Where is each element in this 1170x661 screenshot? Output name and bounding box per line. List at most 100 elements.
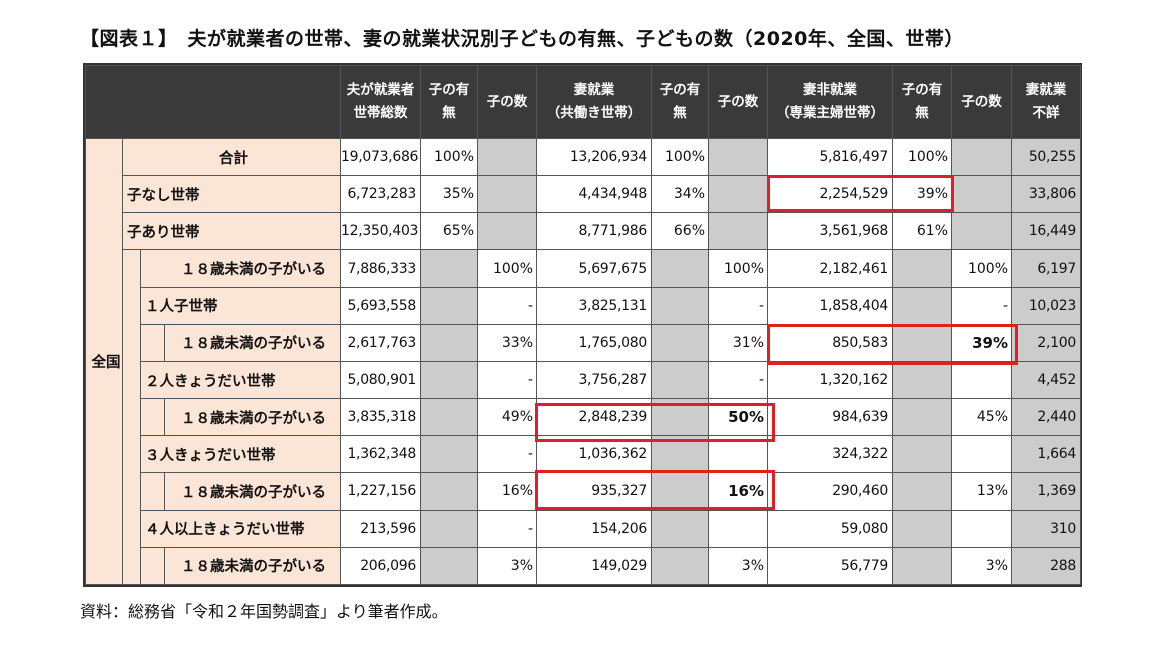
cell-total-has-child bbox=[420, 435, 478, 474]
cell-nonemployed-has-child bbox=[892, 435, 952, 474]
cell-wife-unknown: 6,197 bbox=[1011, 249, 1081, 288]
row-label: ４人以上きょうだい世帯 bbox=[140, 509, 341, 548]
cell-total-has-child: 35% bbox=[420, 175, 478, 214]
cell-employed-has-child bbox=[651, 249, 709, 288]
highlight-box-1child-nonemployed bbox=[767, 324, 1018, 365]
cell-wife-nonemployed: 59,080 bbox=[767, 509, 893, 548]
row-label: ３人きょうだい世帯 bbox=[140, 435, 341, 474]
indent-stub bbox=[140, 323, 165, 362]
cell-wife-unknown: 4,452 bbox=[1011, 360, 1081, 400]
cell-wife-unknown: 10,023 bbox=[1011, 286, 1081, 325]
table-row: ２人きょうだい世帯 5,080,901-3,756,287-1,320,162 4,… bbox=[86, 360, 1081, 400]
table-row: １８歳未満の子がいる 1,227,156 16% 935,327 16% 290,460 1… bbox=[86, 472, 1081, 511]
cell-nonemployed-child-count: 45% bbox=[951, 398, 1012, 437]
header-wife-unknown: 妻就業 不詳 bbox=[1011, 65, 1081, 139]
cell-total-has-child bbox=[420, 546, 478, 586]
cell-husband-total: 1,362,348 bbox=[340, 435, 421, 474]
cell-total-child-count: 49% bbox=[477, 398, 537, 437]
cell-nonemployed-child-count bbox=[951, 435, 1012, 474]
highlight-box-childless-nonemployed bbox=[767, 175, 954, 212]
cell-wife-employed: 13,206,934 bbox=[536, 137, 652, 177]
cell-employed-child-count: - bbox=[708, 286, 768, 325]
cell-employed-child-count bbox=[708, 137, 768, 177]
cell-nonemployed-has-child: 100% bbox=[892, 137, 952, 177]
table-row: １８歳未満の子がいる 2,617,763 33% 1,765,080 31% 850,58… bbox=[86, 323, 1081, 362]
cell-employed-child-count bbox=[708, 212, 768, 251]
header-employed-has-child: 子の有無 bbox=[651, 65, 709, 139]
highlight-box-3child-employed bbox=[535, 470, 775, 510]
cell-husband-total: 2,617,763 bbox=[340, 323, 421, 362]
cell-total-has-child bbox=[420, 249, 478, 288]
row-label: １８歳未満の子がいる bbox=[140, 249, 341, 288]
cell-employed-child-count: 16% bbox=[708, 472, 768, 511]
cell-employed-has-child: 66% bbox=[651, 212, 709, 251]
cell-wife-unknown: 1,664 bbox=[1011, 435, 1081, 474]
cell-wife-nonemployed: 984,639 bbox=[767, 398, 893, 437]
table-row: 全国 合計 19,073,686 100% 13,206,934 100% 5,816,49… bbox=[85, 137, 1081, 585]
cell-total-has-child bbox=[420, 509, 478, 548]
cell-total-has-child: 65% bbox=[420, 212, 478, 251]
cell-husband-total: 206,096 bbox=[340, 546, 421, 586]
header-employed-child-count: 子の数 bbox=[708, 65, 768, 139]
cell-employed-has-child bbox=[651, 509, 709, 548]
cell-employed-child-count: 3% bbox=[708, 546, 768, 586]
row-label: １人子世帯 bbox=[140, 286, 341, 325]
cell-wife-nonemployed: 3,561,968 bbox=[767, 212, 893, 251]
table-row: ４人以上きょうだい世帯 213,596 -154,206 59,080 310 bbox=[86, 509, 1081, 548]
row-label: 子あり世帯 bbox=[122, 212, 341, 251]
cell-nonemployed-child-count bbox=[951, 212, 1012, 251]
cell-nonemployed-has-child: 61% bbox=[892, 212, 952, 251]
cell-total-child-count: 100% bbox=[477, 249, 537, 288]
cell-husband-total: 5,693,558 bbox=[340, 286, 421, 325]
source-note: 資料：総務省「令和２年国勢調査」より筆者作成。 bbox=[80, 602, 448, 621]
cell-nonemployed-has-child bbox=[892, 398, 952, 437]
cell-employed-has-child: 100% bbox=[651, 137, 709, 177]
cell-husband-total: 1,227,156 bbox=[340, 472, 421, 511]
cell-total-child-count bbox=[477, 137, 537, 177]
header-nonemployed-has-child: 子の有無 bbox=[892, 65, 952, 139]
cell-total-has-child bbox=[420, 286, 478, 325]
cell-total-child-count: 3% bbox=[477, 546, 537, 586]
row-label: 子なし世帯 bbox=[122, 175, 341, 214]
cell-nonemployed-child-count: - bbox=[951, 286, 1012, 325]
cell-nonemployed-child-count bbox=[951, 137, 1012, 177]
cell-total-has-child: 100% bbox=[420, 137, 478, 177]
data-table-container: 夫が就業者 世帯総数 子の有無 子の数 妻就業 （共働き世帯） 子の有無 子の数 妻… bbox=[83, 63, 1082, 587]
header-nonemployed-child-count: 子の数 bbox=[951, 65, 1012, 139]
cell-nonemployed-has-child bbox=[892, 509, 952, 548]
cell-employed-has-child bbox=[651, 286, 709, 325]
cell-total-has-child bbox=[420, 398, 478, 437]
cell-wife-employed: 5,697,675 bbox=[536, 249, 652, 288]
cell-total-child-count bbox=[477, 212, 537, 251]
row-label: １８歳未満の子がいる bbox=[164, 323, 341, 362]
cell-total-child-count: 16% bbox=[477, 472, 537, 511]
header-wife-employed: 妻就業 （共働き世帯） bbox=[536, 65, 652, 139]
cell-employed-child-count: 31% bbox=[708, 323, 768, 362]
cell-nonemployed-has-child bbox=[892, 249, 952, 288]
header-total-has-child: 子の有無 bbox=[420, 65, 478, 139]
indent-stub bbox=[140, 472, 165, 511]
cell-wife-unknown: 310 bbox=[1011, 509, 1081, 548]
table-row: １８歳未満の子がいる 206,096 3% 149,029 3% 56,779 3% 288 bbox=[86, 546, 1081, 586]
cell-nonemployed-has-child bbox=[892, 546, 952, 586]
cell-wife-nonemployed: 324,322 bbox=[767, 435, 893, 474]
highlight-box-2child-employed bbox=[535, 403, 775, 442]
header-total-child-count: 子の数 bbox=[477, 65, 537, 139]
cell-total-child-count: - bbox=[477, 509, 537, 548]
cell-wife-employed: 3,756,287 bbox=[536, 360, 652, 400]
cell-husband-total: 19,073,686 bbox=[340, 137, 421, 177]
indent-stub bbox=[122, 249, 141, 585]
cell-employed-has-child bbox=[651, 472, 709, 511]
header-husband-total: 夫が就業者 世帯総数 bbox=[340, 65, 421, 139]
row-label: １８歳未満の子がいる bbox=[164, 398, 341, 437]
cell-wife-nonemployed: 2,182,461 bbox=[767, 249, 893, 288]
cell-nonemployed-child-count: 13% bbox=[951, 472, 1012, 511]
cell-wife-nonemployed: 5,816,497 bbox=[767, 137, 893, 177]
cell-wife-employed: 8,771,986 bbox=[536, 212, 652, 251]
cell-wife-employed: 149,029 bbox=[536, 546, 652, 586]
header-wife-nonemployed: 妻非就業 （専業主婦世帯） bbox=[767, 65, 893, 139]
cell-nonemployed-child-count bbox=[951, 175, 1012, 214]
row-label: ２人きょうだい世帯 bbox=[140, 360, 341, 400]
cell-nonemployed-child-count bbox=[951, 509, 1012, 548]
cell-wife-unknown: 1,369 bbox=[1011, 472, 1081, 511]
